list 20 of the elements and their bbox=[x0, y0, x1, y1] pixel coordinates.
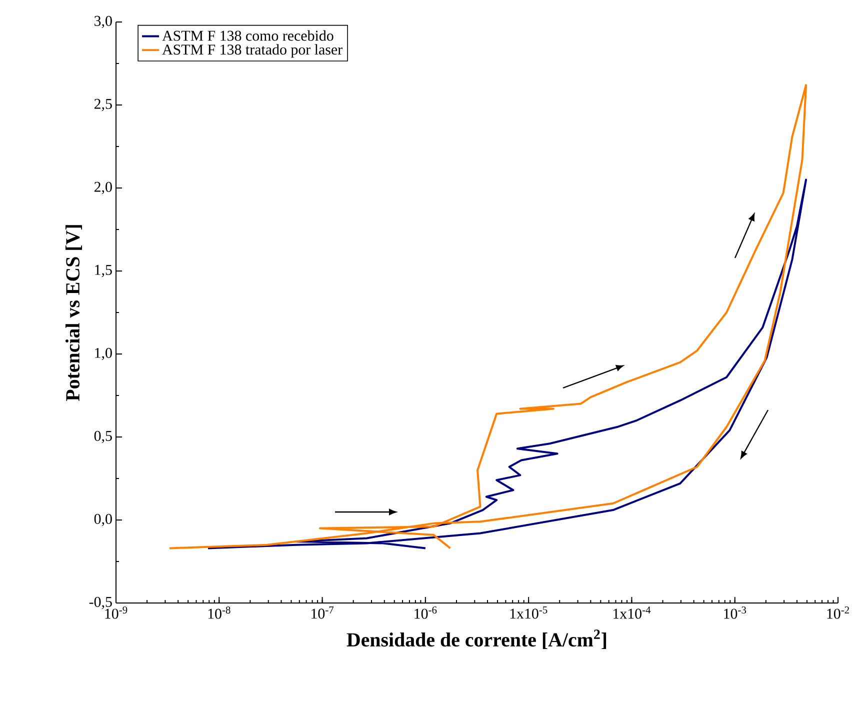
y-tick-label: 1,5 bbox=[95, 264, 112, 278]
y-tick-label: -0,5 bbox=[89, 596, 112, 610]
x-tick-label: 10$^{-6}$ bbox=[414, 606, 437, 619]
y-tick-label: 3,0 bbox=[94, 16, 112, 28]
x-tick-label: 1x10$^{-4}$ bbox=[613, 606, 651, 619]
legend-label: ASTM F 138 como recebido bbox=[162, 30, 334, 41]
y-axis-title: Potencial vs ECS [V] bbox=[65, 225, 82, 401]
x-tick-label: 10$^{-8}$ bbox=[208, 606, 230, 619]
x-tick-label: 10$^{-2}$ bbox=[827, 606, 850, 619]
x-tick-label: 10$^{-7}$ bbox=[312, 606, 334, 619]
y-tick-label: 2,0 bbox=[94, 182, 112, 194]
x-axis-title: Densidade de corrente [A/cm$^{2}$] bbox=[346, 630, 606, 650]
y-tick-label: 0,0 bbox=[94, 514, 112, 526]
x-tick-label: 10$^{-9}$ bbox=[105, 606, 128, 619]
y-tick-label: 0,5 bbox=[94, 430, 112, 444]
y-tick-label: 1,0 bbox=[95, 348, 112, 360]
y-tick-label: 2,5 bbox=[94, 98, 112, 112]
x-tick-label: 1x10$^{-5}$ bbox=[510, 606, 548, 619]
x-tick-label: 10$^{-3}$ bbox=[724, 606, 746, 619]
legend-label: ASTM F 138 tratado por laser bbox=[162, 44, 342, 58]
